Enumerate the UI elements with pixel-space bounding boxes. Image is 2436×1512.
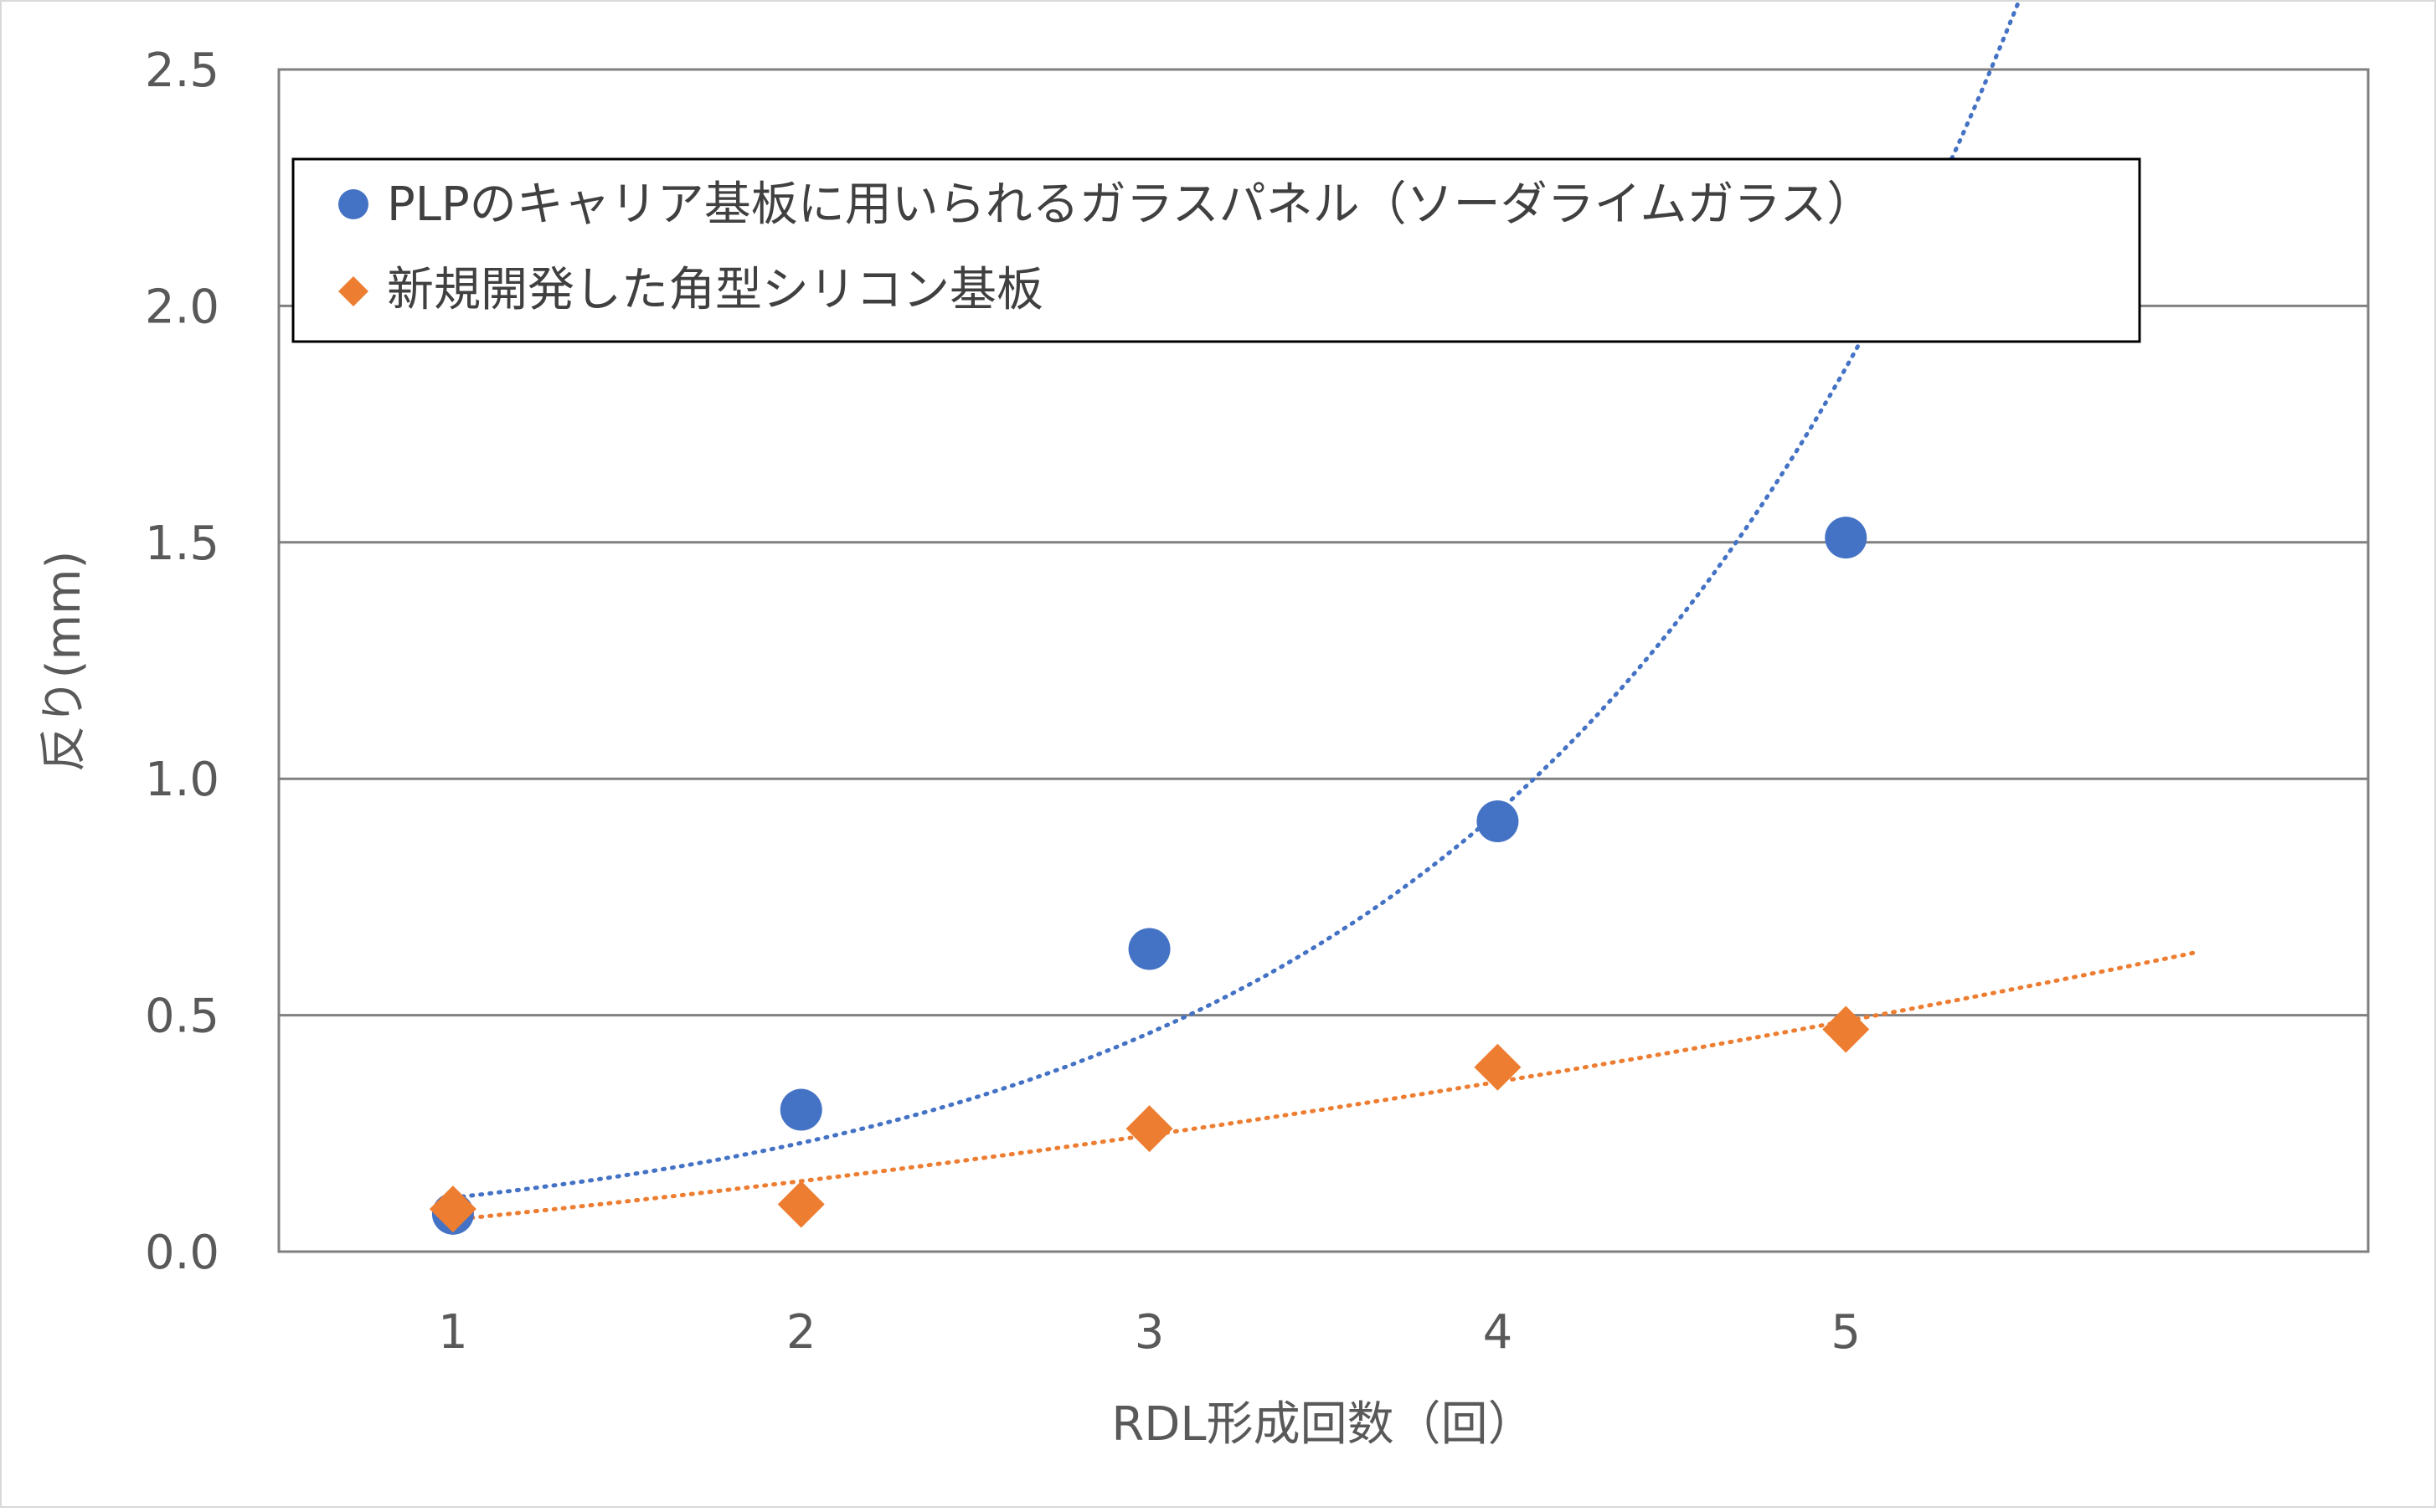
data-point-glass-panel	[1825, 517, 1867, 559]
y-axis-title: 反り(mm)	[37, 551, 91, 773]
y-tick-label: 2.0	[145, 280, 219, 334]
data-point-silicon-substrate	[1125, 1105, 1173, 1153]
x-tick-label: 3	[1135, 1305, 1165, 1360]
y-tick-label: 0.5	[145, 990, 219, 1044]
x-tick-label: 4	[1483, 1305, 1513, 1360]
data-point-silicon-substrate	[1822, 1005, 1870, 1053]
trendline-series-1	[451, 950, 2197, 1222]
legend-marker-glass-panel	[338, 189, 368, 219]
y-tick-label: 2.5	[145, 44, 219, 98]
data-point-glass-panel	[1476, 800, 1519, 843]
data-point-silicon-substrate	[777, 1180, 825, 1228]
legend-marker-silicon-substrate	[338, 276, 368, 306]
data-point-silicon-substrate	[1474, 1043, 1522, 1091]
y-tick-label: 1.5	[145, 517, 219, 571]
x-tick-label: 2	[786, 1305, 816, 1360]
x-tick-label: 5	[1831, 1305, 1861, 1360]
data-point-glass-panel	[780, 1088, 822, 1131]
x-axis-title: RDL形成回数（回）	[1111, 1397, 1534, 1452]
legend-box	[291, 157, 2141, 343]
data-point-silicon-substrate	[429, 1185, 476, 1233]
y-tick-label: 0.0	[145, 1226, 219, 1280]
plot-area-border	[277, 68, 2370, 1253]
legend: PLPのキャリア基板に用いられるガラスパネル（ソーダライムガラス） 新規開発した…	[291, 157, 2141, 343]
legend-label-glass-panel: PLPのキャリア基板に用いられるガラスパネル（ソーダライムガラス）	[387, 177, 1873, 232]
x-tick-label: 1	[438, 1305, 468, 1360]
legend-label-silicon-substrate: 新規開発した角型シリコン基板	[387, 263, 1043, 317]
data-point-glass-panel	[1128, 928, 1171, 970]
y-tick-label: 1.0	[145, 753, 219, 807]
